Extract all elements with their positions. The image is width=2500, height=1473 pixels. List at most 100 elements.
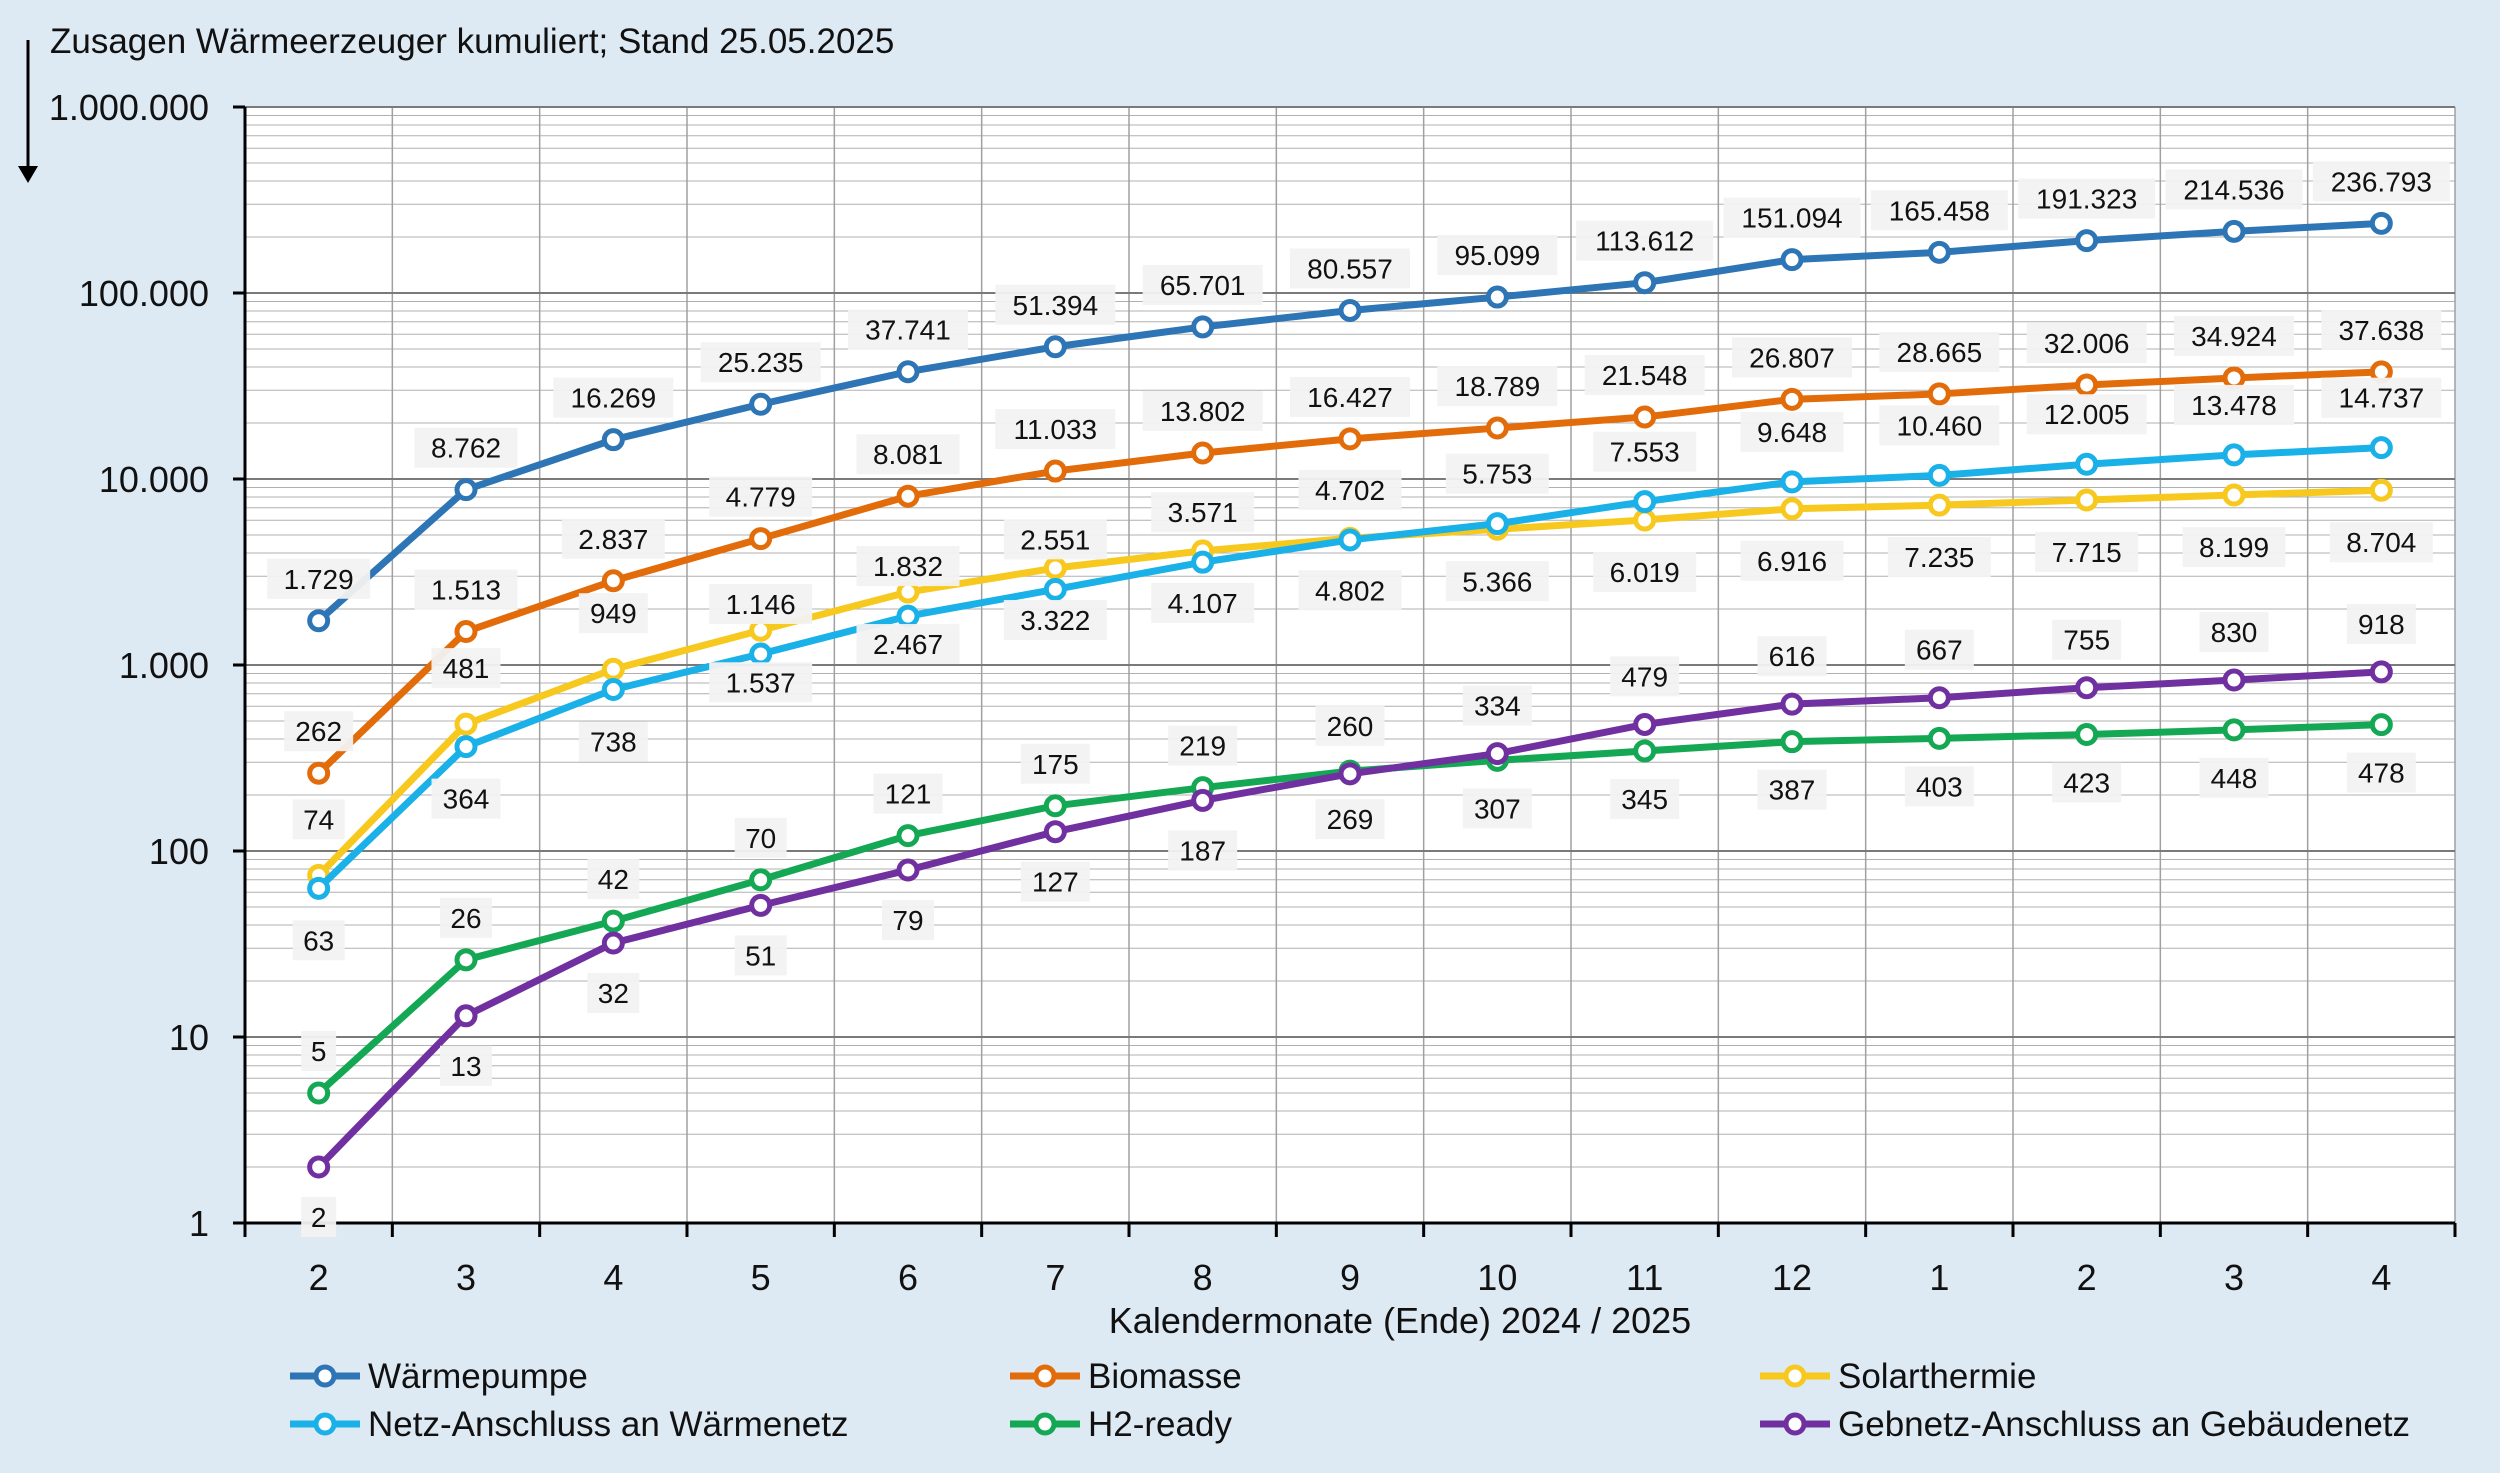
data-label: 5: [311, 1036, 327, 1067]
data-point: [601, 428, 625, 452]
data-label: 260: [1327, 711, 1374, 742]
data-point: [749, 868, 773, 892]
data-label-box: [2174, 384, 2294, 425]
data-point: [2075, 229, 2099, 253]
data-label-box: [1151, 582, 1255, 623]
data-label-box: [995, 409, 1116, 450]
data-label-box: [578, 593, 648, 634]
legend-label: Biomasse: [1088, 1357, 1242, 1396]
data-label: 307: [1474, 793, 1521, 824]
data-point: [896, 858, 920, 882]
x-tick-label: 6: [898, 1257, 918, 1298]
data-label-box: [1168, 725, 1238, 766]
data-label-box: [1904, 766, 1974, 807]
data-label-box: [1584, 354, 1705, 395]
data-label: 6.916: [1757, 546, 1827, 577]
legend-label: Gebnetz-Anschluss an Gebäudenetz: [1838, 1405, 2410, 1444]
data-label: 80.557: [1307, 253, 1393, 284]
data-point: [1043, 335, 1067, 359]
data-label-box: [292, 799, 345, 840]
data-label-box: [2018, 178, 2156, 219]
data-label-box: [561, 518, 665, 559]
data-label-box: [856, 624, 960, 665]
data-label: 9.648: [1757, 417, 1827, 448]
data-label-box: [1290, 248, 1410, 289]
data-label: 4.702: [1315, 475, 1385, 506]
data-point: [2075, 676, 2099, 700]
data-label: 70: [745, 823, 776, 854]
data-label: 1.146: [726, 589, 796, 620]
data-label-box: [414, 569, 518, 610]
data-label-box: [1142, 264, 1263, 305]
data-label-box: [1870, 190, 2008, 231]
data-label: 667: [1916, 635, 1963, 666]
x-tick-label: 7: [1045, 1257, 1065, 1298]
data-label: 13.802: [1160, 396, 1246, 427]
data-point: [2222, 443, 2246, 467]
data-point: [601, 931, 625, 955]
data-label: 79: [892, 905, 923, 936]
data-label-box: [2329, 522, 2433, 563]
data-point: [1927, 463, 1951, 487]
data-label: 165.458: [1889, 195, 1990, 226]
data-label: 74: [303, 804, 334, 835]
data-label-box: [2165, 169, 2303, 210]
data-label-box: [2182, 527, 2286, 568]
data-point: [2075, 723, 2099, 747]
data-label-box: [1462, 685, 1532, 726]
data-point: [2075, 452, 2099, 476]
data-label: 214.536: [2183, 174, 2284, 205]
y-tick-label: 1.000: [119, 645, 209, 686]
data-point: [1043, 577, 1067, 601]
data-label: 121: [885, 779, 932, 810]
data-label: 3.322: [1020, 605, 1090, 636]
data-point: [307, 609, 331, 633]
y-tick-label: 10.000: [99, 459, 209, 500]
x-tick-label: 2: [2077, 1257, 2097, 1298]
data-label-box: [1298, 469, 1402, 510]
data-label: 51: [745, 940, 776, 971]
data-label-box: [1290, 376, 1410, 417]
data-label: 63: [303, 925, 334, 956]
data-label: 13.478: [2191, 390, 2277, 421]
data-label: 3.571: [1168, 497, 1238, 528]
data-label-box: [1445, 561, 1549, 602]
data-label-box: [873, 773, 943, 814]
data-label-box: [2199, 757, 2269, 798]
data-label-box: [1757, 769, 1827, 810]
data-label: 18.789: [1455, 371, 1541, 402]
data-label-box: [1298, 570, 1402, 611]
data-point: [2222, 483, 2246, 507]
data-label: 262: [295, 716, 342, 747]
y-tick-label: 100: [149, 831, 209, 872]
data-point: [2222, 668, 2246, 692]
data-label: 11.033: [1014, 414, 1098, 445]
data-label-box: [2199, 612, 2269, 653]
data-point: [1043, 820, 1067, 844]
data-label: 191.323: [2036, 184, 2137, 215]
data-point: [2369, 713, 2393, 737]
data-point: [1191, 315, 1215, 339]
data-point: [307, 761, 331, 785]
data-point: [307, 1155, 331, 1179]
data-label-box: [1462, 788, 1532, 829]
data-label: 8.762: [431, 433, 501, 464]
data-label: 481: [443, 653, 490, 684]
data-label-box: [1610, 656, 1680, 697]
data-label: 269: [1327, 804, 1374, 835]
data-label-box: [2346, 603, 2416, 644]
data-label: 5.753: [1462, 459, 1532, 490]
data-point: [601, 909, 625, 933]
data-label-box: [2035, 531, 2139, 572]
data-point: [1633, 271, 1657, 295]
data-label: 4.107: [1168, 588, 1238, 619]
data-point: [307, 1081, 331, 1105]
data-point: [1191, 550, 1215, 574]
data-label-box: [1879, 405, 2000, 446]
legend-marker: [1783, 1412, 1807, 1436]
data-label-box: [2026, 394, 2147, 435]
data-point: [2075, 373, 2099, 397]
data-label: 6.019: [1610, 557, 1680, 588]
arrow-head-icon: [18, 166, 38, 183]
data-label: 32: [598, 978, 629, 1009]
